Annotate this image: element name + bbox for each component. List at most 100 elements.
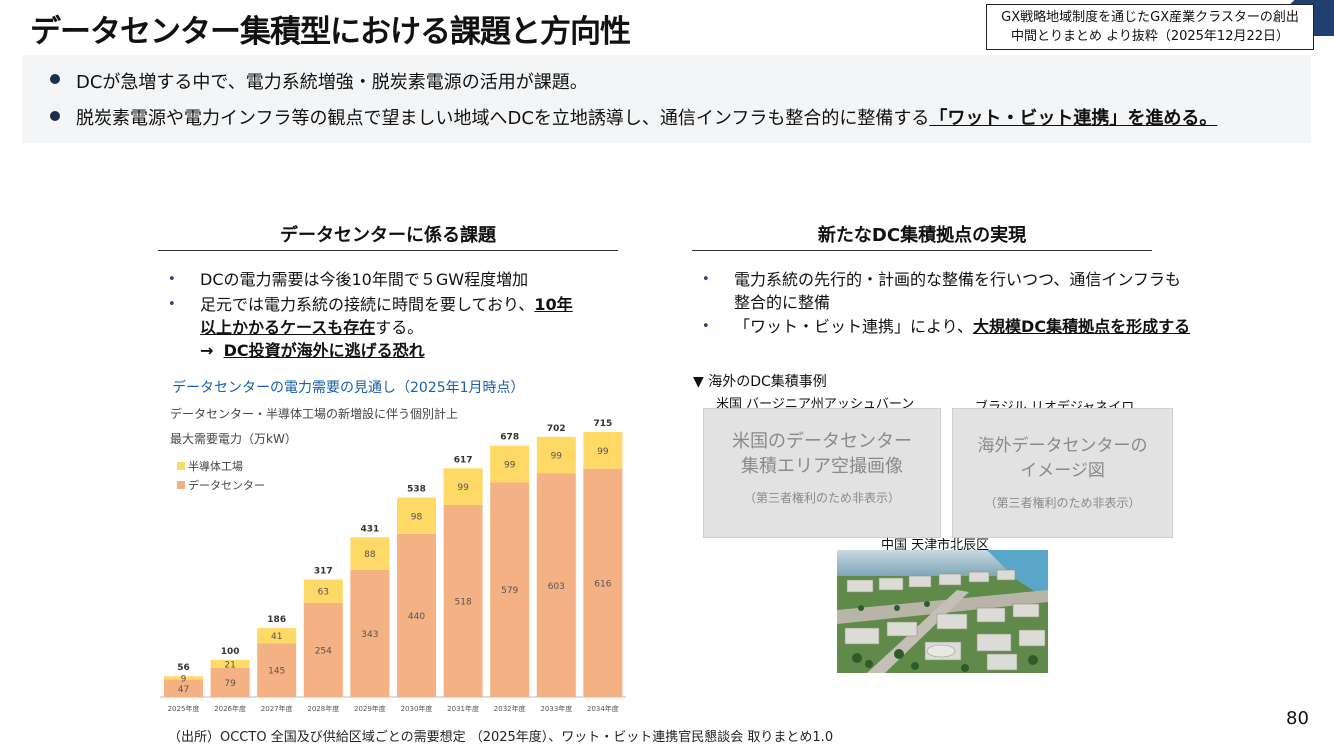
bullet-dot: • (702, 319, 710, 334)
data-label: 343 (361, 630, 378, 640)
summary-bullet-2: 脱炭素電源や電力インフラ等の観点で望ましい地域へDCを立地誘導し、通信インフラも… (76, 104, 1217, 130)
placeholder-overseas-line-1: 海外データセンターの (977, 436, 1148, 456)
left-bullet-1-text: DCの電力需要は今後10年間で５GW程度増加 (200, 270, 529, 289)
placeholder-us-aerial: 米国のデータセンター 集積エリア空撮画像 （第三者権利のため非表示） (703, 408, 941, 538)
total-label: 56 (177, 663, 190, 673)
x-tick-label: 2027年度 (261, 704, 293, 713)
data-label: 98 (411, 512, 423, 522)
x-tick-label: 2033年度 (540, 704, 572, 713)
cases-heading: ▼ 海外のDC集積事例 (693, 374, 827, 390)
data-label: 603 (548, 582, 565, 592)
left-section-heading: データセンターに係る課題 (280, 225, 496, 246)
summary-box (22, 55, 1311, 143)
caption-china-tianjin: 中国 天津市北辰区 (881, 538, 990, 553)
x-tick-label: 2032年度 (494, 704, 526, 713)
data-label: 99 (504, 461, 516, 471)
x-tick-label: 2031年度 (447, 704, 479, 713)
data-label: 88 (364, 550, 376, 560)
footer-source: （出所）OCCTO 全国及び供給区域ごとの需要想定 （2025年度）、ワット・ビ… (168, 730, 834, 745)
total-label: 702 (547, 424, 566, 434)
bar-datacenter (164, 679, 203, 697)
right-bullet-2-text: 「ワット・ビット連携」により、 (734, 317, 974, 336)
bar-semiconductor (303, 579, 343, 603)
x-tick-label: 2034年度 (587, 704, 619, 713)
bar-datacenter (443, 505, 483, 697)
left-bullet-2-text-a: 足元では電力系統の接続に時間を要しており、 (200, 295, 535, 314)
x-tick-label: 2030年度 (401, 704, 433, 713)
left-bullet-2-emph-a: 10年 (534, 295, 573, 314)
arrow-glyph: → (200, 341, 214, 360)
bar-semiconductor (164, 676, 203, 680)
bar-datacenter (536, 473, 576, 697)
tianjin-rendering-image (837, 550, 1048, 673)
placeholder-overseas-line-2: イメージ図 (1020, 461, 1105, 481)
x-tick-label: 2028年度 (307, 704, 339, 713)
left-section-rule (158, 250, 618, 251)
left-bullet-2: • 足元では電力系統の接続に時間を要しており、10年 以上かかるケースも存在する… (168, 293, 620, 362)
data-label: 41 (271, 632, 282, 642)
data-label: 616 (594, 579, 611, 589)
bar-semiconductor (397, 497, 436, 534)
bar-datacenter (257, 643, 297, 697)
right-bullet-1-text: 電力系統の先行的・計画的な整備を行いつつ、通信インフラも整合的に整備 (734, 270, 1181, 312)
bar-datacenter (490, 482, 530, 697)
legend-swatch-0 (177, 462, 185, 470)
bar-datacenter (350, 569, 390, 697)
total-label: 678 (500, 433, 519, 443)
bar-semiconductor (350, 537, 390, 570)
left-bullet-1: • DCの電力需要は今後10年間で５GW程度増加 (168, 268, 620, 291)
right-section-rule (692, 250, 1152, 251)
bar-semiconductor (210, 659, 250, 668)
data-label: 579 (501, 586, 518, 596)
source-line-2: 中間とりまとめ より抜粋（2025年12月22日） (1010, 29, 1290, 44)
data-label: 518 (455, 598, 472, 608)
data-label: 145 (268, 667, 285, 677)
data-label: 47 (178, 685, 189, 695)
placeholder-us-line-1: 米国のデータセンター (732, 431, 912, 452)
data-label: 21 (224, 660, 235, 670)
bullet-dot: • (168, 297, 176, 312)
data-label: 63 (318, 588, 329, 598)
legend-label-1: データセンター (188, 478, 265, 492)
bullet-dot: • (702, 272, 710, 287)
left-bullet-2-emph-c: DC投資が海外に逃げる恐れ (223, 341, 425, 360)
total-label: 538 (407, 485, 426, 495)
summary-bullet-2-plain: 脱炭素電源や電力インフラ等の観点で望ましい地域へDCを立地誘導し、通信インフラも… (76, 108, 930, 129)
bar-datacenter (210, 667, 250, 697)
bullet-dot (50, 74, 60, 84)
x-tick-label: 2026年度 (214, 704, 246, 713)
left-bullet-2-emph-b: 以上かかるケースも存在 (200, 318, 376, 337)
placeholder-us-line-2: 集積エリア空撮画像 (741, 456, 903, 477)
chart-title: データセンターの電力需要の見通し（2025年1月時点） (172, 380, 525, 396)
bullet-dot: • (168, 272, 176, 287)
right-section-heading: 新たなDC集積拠点の実現 (817, 225, 1027, 246)
right-bullet-2: • 「ワット・ビット連携」により、大規模DC集積拠点を形成する (702, 315, 1204, 338)
total-label: 431 (361, 524, 380, 534)
placeholder-overseas-image: 海外データセンターの イメージ図 （第三者権利のため非表示） (952, 408, 1173, 538)
x-tick-label: 2029年度 (354, 704, 386, 713)
bar-datacenter (583, 468, 623, 697)
data-label: 9 (181, 674, 187, 684)
placeholder-overseas-note: （第三者権利のため非表示） (984, 496, 1141, 510)
total-label: 617 (454, 455, 473, 465)
legend-swatch-1 (177, 481, 185, 489)
data-label: 79 (224, 679, 236, 689)
placeholder-us-note: （第三者権利のため非表示） (743, 491, 900, 505)
bullet-dot (50, 111, 60, 121)
chart-subtitle: データセンター・半導体工場の新増設に伴う個別計上 (170, 407, 459, 421)
source-box: GX戦略地域制度を通じたGX産業クラスターの創出 中間とりまとめ より抜粋（20… (986, 4, 1314, 50)
bar-semiconductor (490, 445, 530, 483)
right-bullet-1: • 電力系統の先行的・計画的な整備を行いつつ、通信インフラも整合的に整備 (702, 268, 1189, 314)
page-title: データセンター集積型における課題と方向性 (30, 14, 631, 50)
total-label: 100 (221, 647, 240, 657)
bar-semiconductor (257, 628, 297, 644)
bar-datacenter (397, 533, 436, 697)
data-label: 254 (315, 646, 332, 656)
bar-semiconductor (443, 468, 483, 506)
data-label: 99 (551, 452, 563, 462)
right-bullet-2-emph: 大規模DC集積拠点を形成する (973, 317, 1191, 336)
total-label: 715 (594, 419, 613, 429)
left-bullet-2-text-b: する。 (375, 318, 424, 337)
source-line-1: GX戦略地域制度を通じたGX産業クラスターの創出 (1001, 10, 1299, 25)
